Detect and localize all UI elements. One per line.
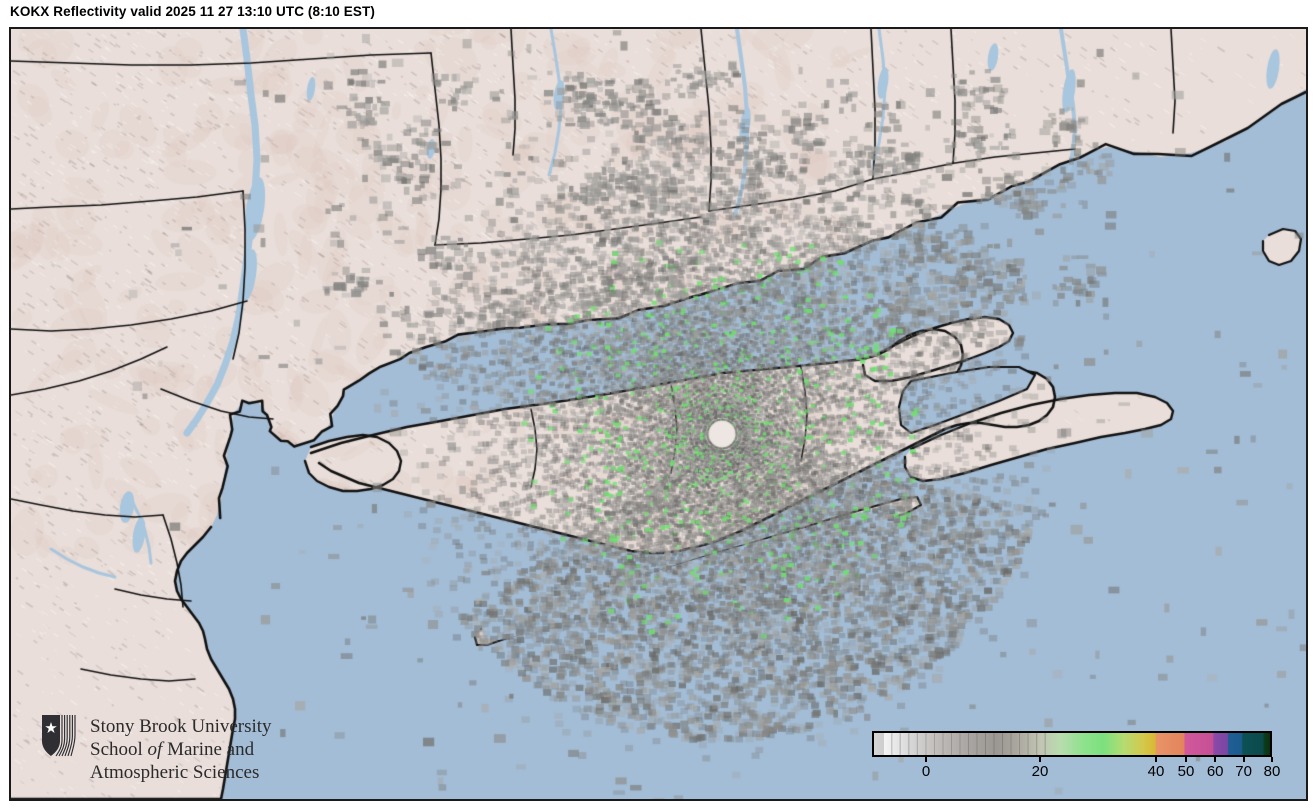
colorbar-label-0: 0: [921, 763, 931, 780]
reflectivity-colorbar: 0 20 40 50 60 70 80: [872, 731, 1280, 787]
colorbar-band-lines: [874, 733, 1270, 755]
page-title: KOKX Reflectivity valid 2025 11 27 13:10…: [10, 4, 375, 19]
logo-line-2-italic: of: [147, 739, 163, 760]
logo-text-block: Stony Brook University School of Marine …: [90, 715, 272, 784]
colorbar-swatch: [872, 731, 1272, 757]
stony-brook-logo: Stony Brook University School of Marine …: [40, 713, 340, 791]
radar-map-canvas[interactable]: [11, 29, 1306, 799]
colorbar-tick-70: [1242, 757, 1245, 762]
map-frame[interactable]: [9, 27, 1308, 801]
title-bar: KOKX Reflectivity valid 2025 11 27 13:10…: [0, 0, 1316, 26]
colorbar-tick-40: [1155, 757, 1157, 762]
colorbar-label-60: 60: [1206, 763, 1224, 780]
logo-line-3: Atmospheric Sciences: [90, 762, 260, 783]
logo-line-2-post: Marine and: [162, 739, 255, 760]
colorbar-label-20: 20: [1031, 763, 1049, 780]
colorbar-label-40: 40: [1147, 763, 1165, 780]
colorbar-tick-50: [1185, 757, 1187, 762]
colorbar-label-80: 80: [1263, 763, 1281, 780]
logo-line-2-pre: School: [90, 739, 148, 760]
logo-line-2: School of Marine and: [90, 738, 272, 761]
colorbar-gradient: [874, 733, 1270, 755]
logo-line-1: Stony Brook University: [90, 716, 272, 737]
colorbar-label-50: 50: [1177, 763, 1195, 780]
colorbar-tick-60: [1214, 757, 1217, 762]
colorbar-tick-80: [1271, 757, 1273, 762]
colorbar-tick-20: [1039, 757, 1041, 762]
colorbar-label-70: 70: [1235, 763, 1252, 780]
stony-brook-shield-icon: [42, 715, 76, 757]
colorbar-tick-0: [925, 757, 927, 762]
